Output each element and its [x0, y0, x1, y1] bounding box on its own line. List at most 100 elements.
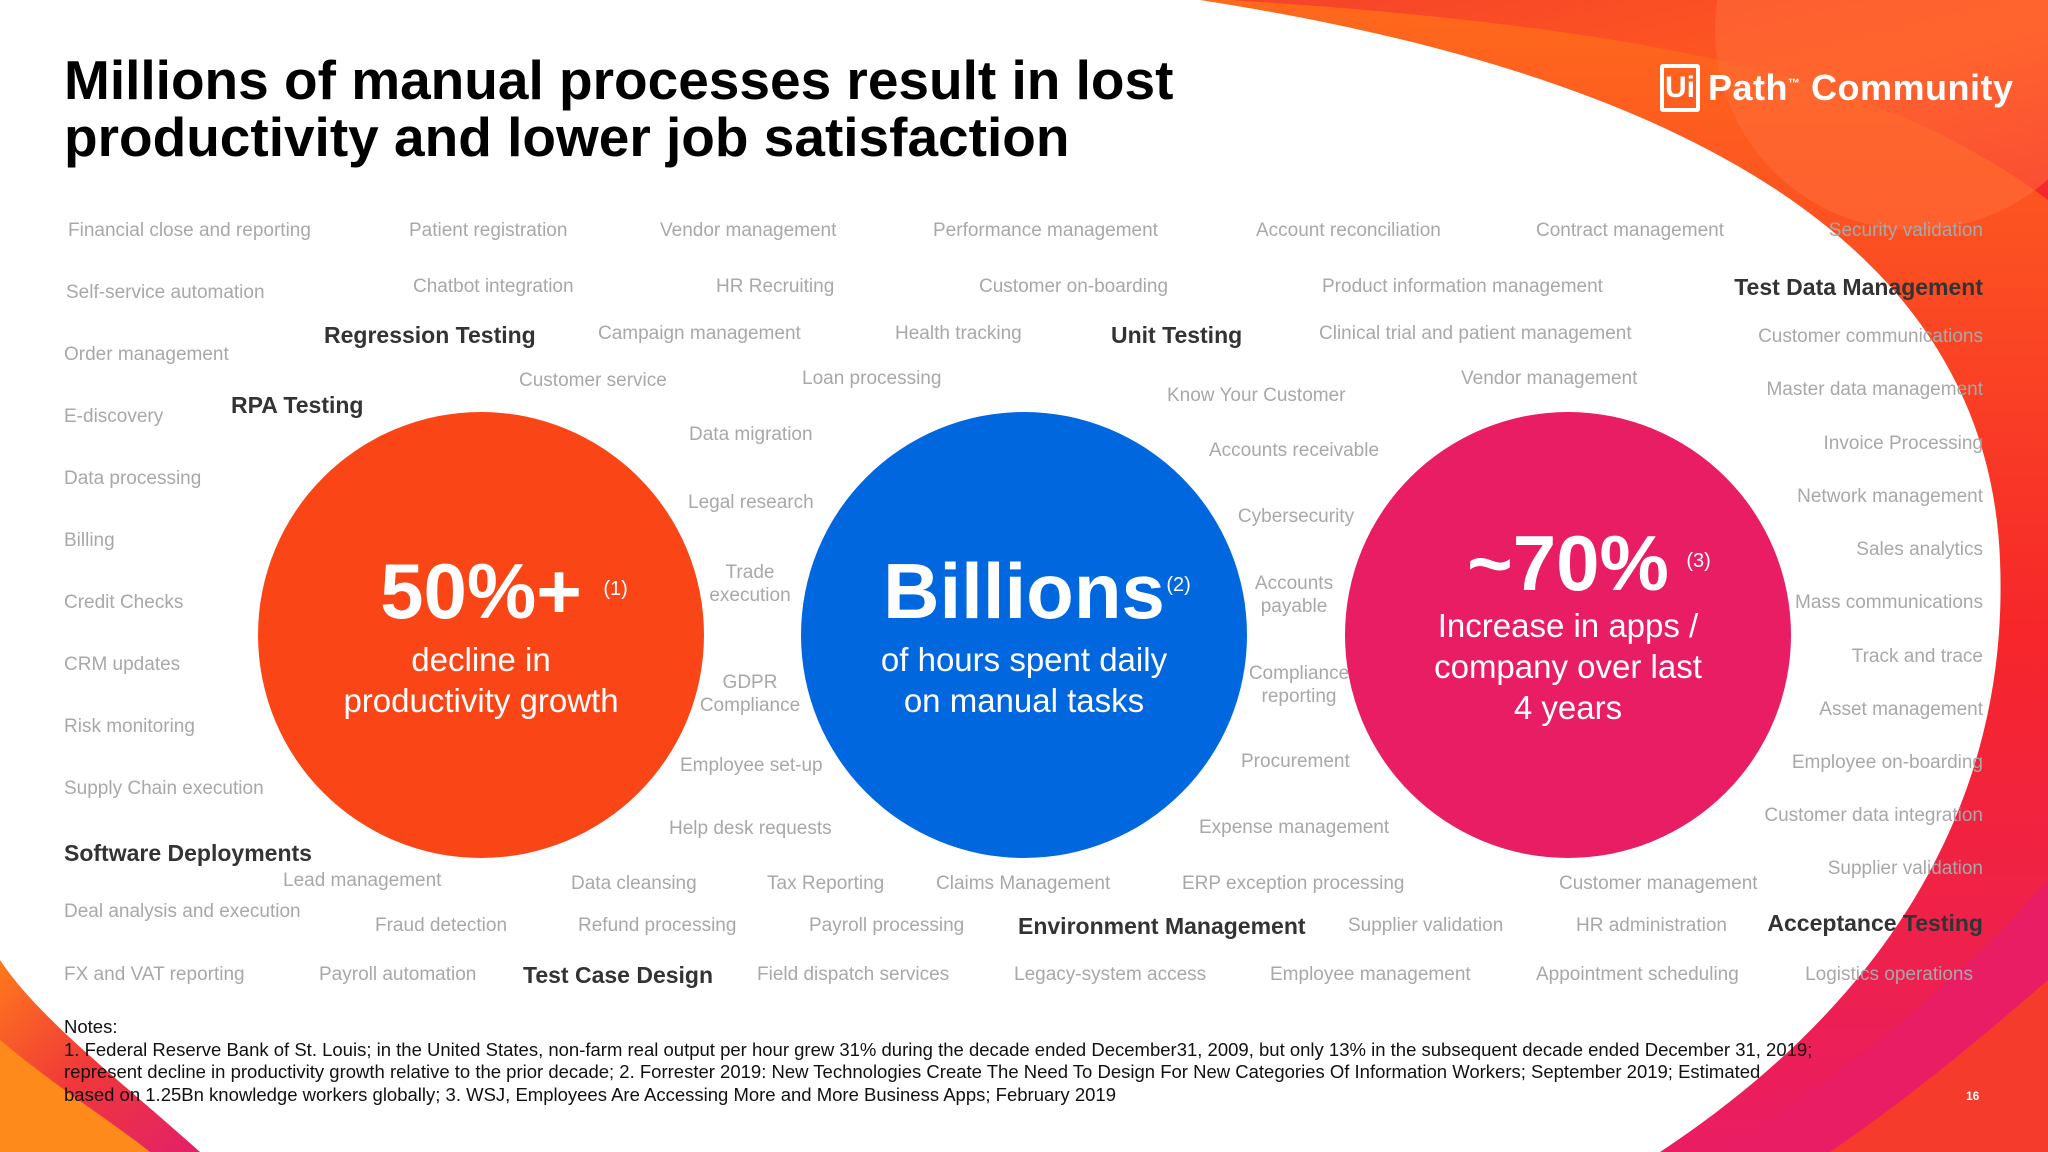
- process-label: Cybersecurity: [1237, 506, 1355, 527]
- process-label: Invoice Processing: [1823, 433, 1983, 454]
- process-label: Product information management: [1322, 276, 1603, 297]
- process-label-highlight: Unit Testing: [1111, 322, 1243, 348]
- title-line-1: Millions of manual processes result in l…: [64, 49, 1174, 111]
- notes-line: based on 1.25Bn knowledge workers global…: [64, 1083, 1116, 1105]
- process-label: Master data management: [1766, 379, 1983, 400]
- process-label: HR administration: [1576, 915, 1727, 936]
- footnote-ref: (1): [603, 578, 628, 600]
- process-label: Credit Checks: [64, 592, 184, 613]
- stat-value: 50%+ (1): [380, 547, 628, 635]
- process-label: Payroll automation: [319, 964, 477, 985]
- process-label: Security validation: [1828, 220, 1983, 241]
- process-label: Self-service automation: [66, 282, 265, 303]
- logo-ui-box: Ui: [1660, 64, 1700, 112]
- process-label: Order management: [64, 344, 229, 365]
- logo-wordmark: Path™ Community: [1708, 67, 2014, 108]
- process-label: Supplier validation: [1827, 858, 1983, 879]
- process-label: Mass communications: [1795, 592, 1983, 613]
- process-label: Expense management: [1199, 817, 1390, 838]
- stat-value: ~70% (3): [1467, 518, 1711, 607]
- process-label: Patient registration: [409, 220, 568, 241]
- process-label: Billing: [64, 530, 115, 551]
- footnotes: Notes: 1. Federal Reserve Bank of St. Lo…: [64, 1016, 1894, 1106]
- stat-circle-hours: Billions (2) of hours spent daily on man…: [801, 412, 1247, 858]
- process-label: Data cleansing: [571, 873, 697, 894]
- process-label: Loan processing: [802, 368, 942, 389]
- process-label: Employee set-up: [680, 755, 823, 776]
- process-label: Sales analytics: [1856, 539, 1983, 560]
- process-label: Legal research: [688, 492, 814, 513]
- stat-circle-productivity: 50%+ (1) decline in productivity growth: [258, 412, 704, 858]
- process-label: Supplier validation: [1348, 915, 1504, 936]
- process-label: Deal analysis and execution: [64, 901, 301, 922]
- process-label: Customer data integration: [1764, 805, 1983, 826]
- process-label: Campaign management: [598, 323, 801, 344]
- process-label: Chatbot integration: [413, 276, 574, 297]
- stat-circle-apps: ~70% (3) Increase in apps / company over…: [1345, 412, 1791, 858]
- process-label-highlight: Software Deployments: [64, 840, 312, 866]
- stat-description: of hours spent daily on manual tasks: [880, 641, 1168, 719]
- process-label: Vendor management: [660, 220, 837, 241]
- process-label: Data processing: [64, 468, 202, 489]
- process-label: Claims Management: [936, 873, 1111, 894]
- process-label: Clinical trial and patient management: [1319, 323, 1632, 344]
- process-label: Employee management: [1270, 964, 1471, 985]
- process-label: Know Your Customer: [1167, 385, 1346, 406]
- footnote-ref: (3): [1686, 549, 1711, 572]
- process-label: Appointment scheduling: [1536, 964, 1739, 985]
- title-line-2: productivity and lower job satisfaction: [64, 106, 1070, 168]
- process-label-highlight: Environment Management: [1018, 913, 1306, 939]
- process-label: Compliance reporting: [1248, 663, 1350, 707]
- uipath-community-logo: Ui Path™ Community: [1660, 62, 2014, 114]
- process-label-highlight: Regression Testing: [324, 322, 536, 348]
- process-label: Network management: [1797, 486, 1983, 507]
- process-label: FX and VAT reporting: [64, 964, 245, 985]
- footnote-ref: (2): [1166, 574, 1191, 596]
- process-label: CRM updates: [64, 654, 181, 675]
- process-label: Performance management: [933, 220, 1158, 241]
- stat-description: Increase in apps / company over last 4 y…: [1434, 606, 1702, 726]
- process-label: Help desk requests: [669, 818, 832, 839]
- process-label: HR Recruiting: [716, 276, 835, 297]
- process-label: Logistics operations: [1805, 964, 1973, 985]
- process-label: Legacy-system access: [1014, 964, 1207, 985]
- process-label: Trade execution: [709, 562, 791, 606]
- process-label-highlight: Test Data Management: [1734, 274, 1983, 300]
- slide-title: Millions of manual processes result in l…: [64, 52, 1244, 166]
- process-label: Refund processing: [578, 915, 737, 936]
- process-label: Financial close and reporting: [68, 220, 311, 241]
- process-label-highlight: Test Case Design: [523, 962, 714, 988]
- process-label-highlight: Acceptance Testing: [1767, 910, 1983, 936]
- notes-line: represent decline in productivity growth…: [64, 1061, 1761, 1082]
- process-label: GDPR Compliance: [699, 672, 801, 716]
- process-label: Customer management: [1559, 873, 1758, 894]
- process-label: Employee on-boarding: [1791, 752, 1983, 773]
- process-label: Tax Reporting: [767, 873, 885, 894]
- process-label: Health tracking: [895, 323, 1022, 344]
- process-label: Contract management: [1536, 220, 1724, 241]
- process-label: Payroll processing: [809, 915, 965, 936]
- process-label: Fraud detection: [375, 915, 508, 936]
- process-label: Asset management: [1819, 699, 1983, 720]
- process-label: Accounts payable: [1254, 573, 1334, 617]
- process-label: Data migration: [689, 424, 813, 445]
- process-label: Lead management: [283, 870, 442, 891]
- process-label: ERP exception processing: [1182, 873, 1405, 894]
- process-label: Track and trace: [1851, 646, 1983, 667]
- process-label: Procurement: [1241, 751, 1350, 772]
- process-label: Field dispatch services: [757, 964, 950, 985]
- stat-description: decline in productivity growth: [343, 641, 619, 719]
- stat-value: Billions (2): [883, 549, 1191, 633]
- process-label: Account reconciliation: [1256, 220, 1441, 241]
- process-label: Supply Chain execution: [64, 778, 264, 799]
- process-label: Accounts receivable: [1209, 440, 1380, 461]
- notes-line: 1. Federal Reserve Bank of St. Louis; in…: [64, 1038, 1813, 1060]
- process-label: Vendor management: [1461, 368, 1638, 389]
- process-label-highlight: RPA Testing: [231, 392, 364, 418]
- process-label: Risk monitoring: [64, 716, 195, 737]
- process-label: E-discovery: [64, 406, 164, 427]
- process-label: Customer on-boarding: [979, 276, 1169, 297]
- process-label: Customer service: [519, 370, 667, 391]
